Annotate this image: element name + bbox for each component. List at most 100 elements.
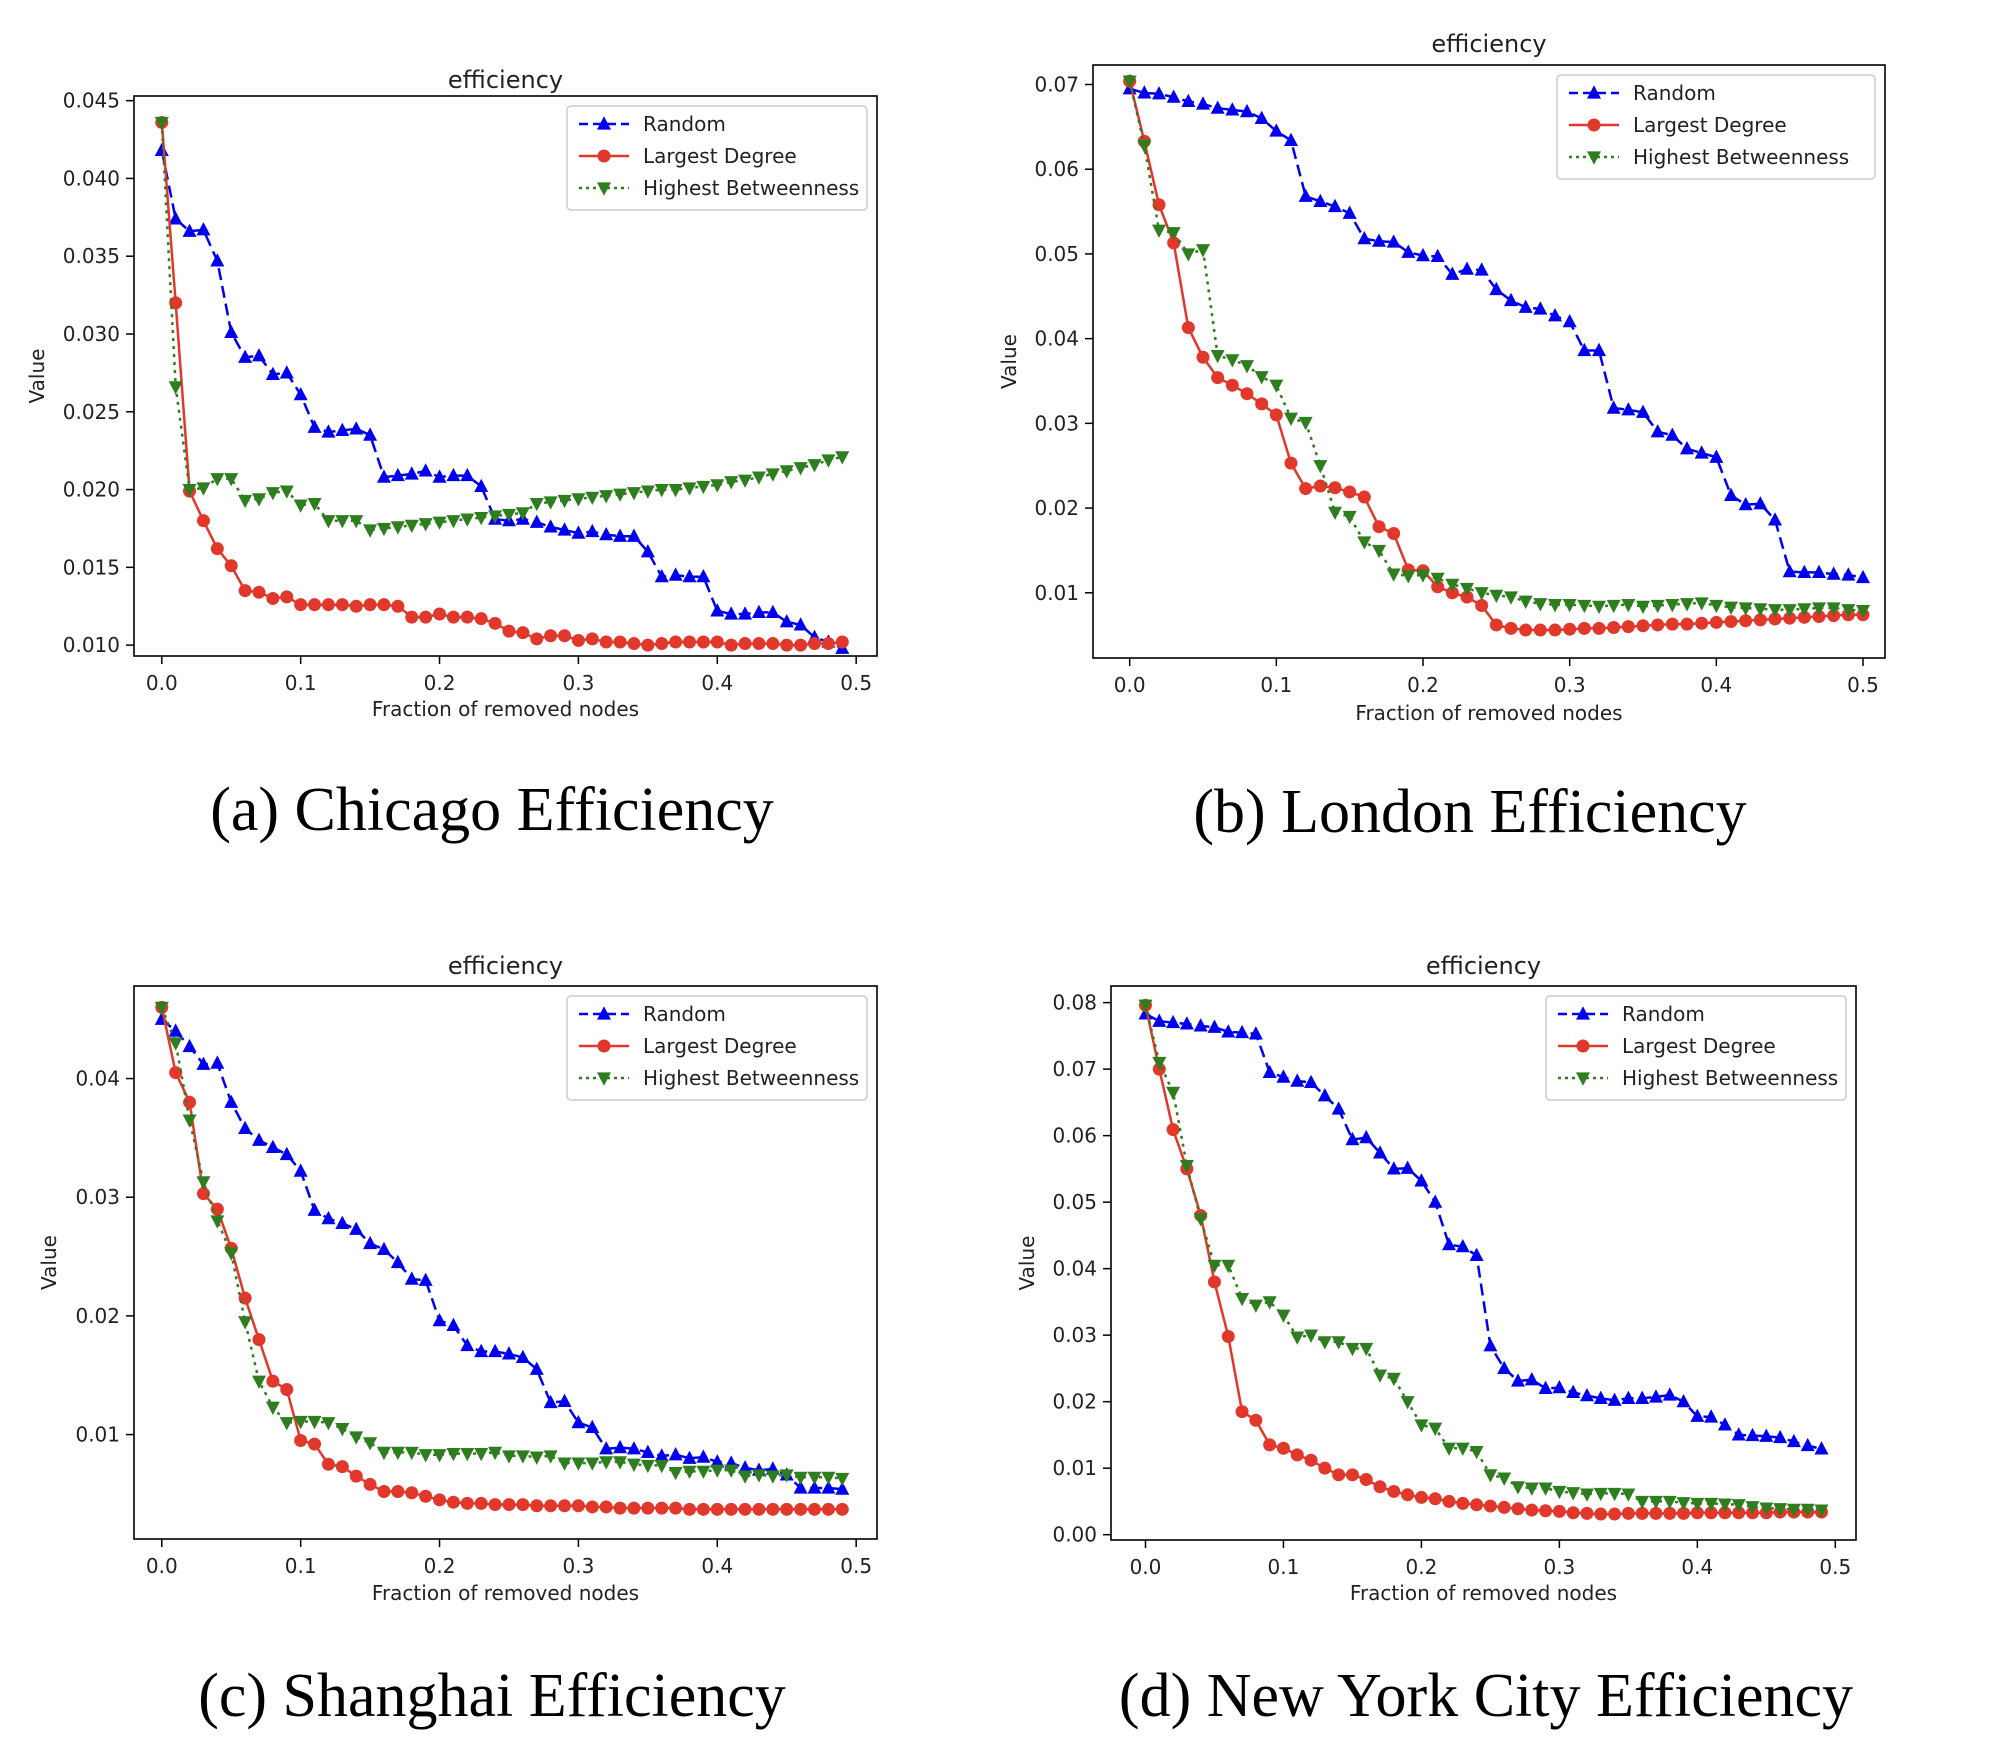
data-point <box>446 1317 461 1331</box>
data-point <box>210 1202 224 1216</box>
data-point <box>363 1477 377 1491</box>
plot-area <box>154 1000 850 1516</box>
y-tick-label: 0.05 <box>1034 242 1079 266</box>
data-point <box>1455 1442 1470 1456</box>
data-point <box>558 629 572 643</box>
data-point <box>793 617 808 631</box>
data-point <box>251 493 266 507</box>
series-highest-betweenness <box>1122 75 1870 619</box>
legend-label: Highest Betweenness <box>1622 1066 1838 1090</box>
data-point <box>1400 1160 1415 1174</box>
data-point <box>307 1415 322 1430</box>
data-point <box>1221 1329 1235 1343</box>
data-point <box>1166 1014 1181 1029</box>
data-point <box>168 211 183 225</box>
data-point <box>1332 1468 1346 1482</box>
y-tick-label: 0.01 <box>75 1423 120 1447</box>
legend-item: Largest Degree <box>579 1034 797 1058</box>
data-point <box>779 465 794 479</box>
data-point <box>1357 230 1372 245</box>
plot-area <box>1138 998 1829 1521</box>
data-point <box>1731 1427 1746 1441</box>
data-point <box>807 1471 822 1485</box>
data-point <box>251 1132 266 1146</box>
data-point <box>1166 227 1181 241</box>
y-tick-label: 0.045 <box>63 89 120 113</box>
x-tick-label: 0.3 <box>563 1554 595 1578</box>
data-point <box>432 469 447 483</box>
data-point <box>266 591 280 605</box>
legend-item: Random <box>579 1002 726 1026</box>
data-point <box>1211 371 1225 385</box>
data-point <box>1580 1506 1594 1520</box>
data-point <box>418 463 433 477</box>
legend-label: Random <box>1622 1002 1705 1026</box>
data-point <box>641 1501 655 1515</box>
data-point <box>1606 599 1621 614</box>
y-axis-label: Value <box>997 334 1021 389</box>
data-point <box>835 1472 850 1487</box>
data-point <box>543 519 558 533</box>
plot-frame <box>133 985 878 1540</box>
data-point <box>349 515 364 529</box>
data-point <box>418 518 433 532</box>
data-point <box>1328 506 1342 520</box>
data-point <box>1753 613 1767 627</box>
data-point <box>683 635 697 649</box>
data-point <box>1276 1309 1291 1323</box>
data-point <box>1856 569 1870 584</box>
data-point <box>169 1066 183 1080</box>
data-point <box>1677 1506 1691 1520</box>
x-tick-label: 0.1 <box>1268 1555 1300 1579</box>
data-point <box>613 488 628 502</box>
data-point <box>182 1038 197 1053</box>
data-point <box>1460 261 1474 275</box>
x-tick-label: 0.1 <box>285 1554 317 1578</box>
data-point <box>1665 599 1680 613</box>
chart-title: efficiency <box>448 952 563 980</box>
data-point <box>1179 1159 1194 1174</box>
data-point <box>668 483 683 498</box>
data-point <box>308 1437 322 1451</box>
data-point <box>1812 602 1826 616</box>
data-point <box>502 624 516 638</box>
data-point <box>1704 1409 1719 1423</box>
data-point <box>1577 621 1591 635</box>
data-point <box>238 584 252 598</box>
data-point <box>835 1502 849 1516</box>
data-point <box>1179 1016 1194 1030</box>
data-point <box>1694 445 1709 459</box>
x-tick-label: 0.0 <box>146 671 178 695</box>
data-point <box>1717 1498 1732 1512</box>
data-point <box>1579 1387 1594 1402</box>
data-point <box>738 637 752 651</box>
data-point <box>696 480 711 495</box>
data-point <box>1304 1074 1319 1089</box>
data-point <box>1680 441 1694 455</box>
data-point <box>154 116 169 131</box>
data-point <box>529 497 544 512</box>
data-point <box>765 1470 780 1484</box>
data-point <box>307 419 322 433</box>
data-point <box>335 1423 350 1437</box>
data-point <box>1548 599 1562 613</box>
data-point <box>1416 569 1430 583</box>
legend-label: Random <box>1633 81 1716 105</box>
data-point <box>279 485 294 499</box>
data-point <box>1607 1392 1622 1406</box>
legend-label: Largest Degree <box>643 1034 797 1058</box>
data-point <box>363 598 377 612</box>
data-point <box>1694 597 1709 611</box>
data-point <box>529 514 544 528</box>
data-point <box>1759 1428 1774 1442</box>
data-point <box>418 1272 433 1286</box>
data-point <box>1269 408 1283 422</box>
data-point <box>474 1496 488 1510</box>
data-point <box>1166 89 1181 103</box>
data-point <box>1538 1482 1553 1496</box>
data-point <box>599 635 613 649</box>
data-point <box>1122 75 1137 89</box>
data-point <box>1276 1069 1291 1083</box>
data-point <box>1594 1507 1608 1521</box>
